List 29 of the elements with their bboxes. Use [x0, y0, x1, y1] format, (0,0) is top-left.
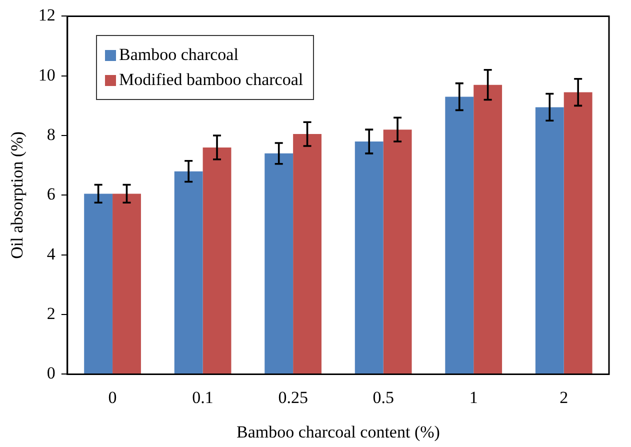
bar — [474, 84, 502, 374]
bar — [535, 107, 564, 374]
bar — [264, 153, 294, 374]
bar — [112, 194, 141, 374]
legend-label: Modified bamboo charcoal — [119, 70, 304, 90]
bar — [84, 194, 113, 374]
x-axis-title: Bamboo charcoal content (%) — [236, 422, 440, 442]
y-axis-title: Oil absorption (%) — [8, 131, 27, 259]
x-tick-label: 0.5 — [372, 388, 394, 407]
y-tick-label: 10 — [38, 65, 56, 84]
y-tick-label: 0 — [46, 364, 56, 383]
y-tick-label: 8 — [46, 125, 56, 144]
bar — [445, 96, 474, 374]
bar — [564, 92, 592, 374]
x-tick-label: 2 — [560, 388, 568, 407]
x-tick-label: 1 — [469, 388, 478, 407]
bar — [202, 147, 232, 374]
bar — [383, 130, 412, 374]
y-tick-label: 2 — [46, 304, 56, 323]
bar — [174, 171, 203, 374]
y-tick-label: 12 — [38, 6, 56, 25]
y-tick-label: 4 — [46, 244, 56, 264]
y-tick-label: 6 — [46, 184, 56, 204]
x-tick-label: 0.25 — [278, 388, 308, 407]
x-tick-label: 0 — [108, 388, 117, 407]
bar — [354, 142, 384, 374]
x-tick-label: 0.1 — [192, 388, 214, 407]
bar — [293, 134, 322, 374]
legend-label: Bamboo charcoal — [119, 45, 238, 65]
